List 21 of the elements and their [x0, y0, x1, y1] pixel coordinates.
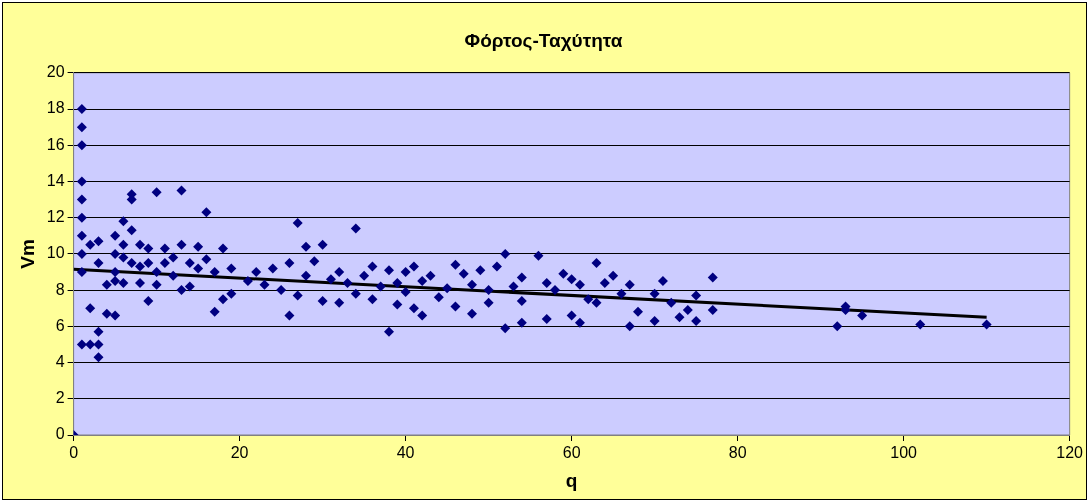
y-tick-label: 12	[46, 208, 65, 226]
x-tick-label: 0	[69, 444, 79, 462]
x-tick-label: 80	[728, 444, 747, 462]
x-tick-label: 40	[396, 444, 415, 462]
y-tick-label: 0	[55, 425, 65, 443]
y-tick-label: 10	[46, 244, 65, 262]
y-tick-label: 16	[46, 135, 65, 153]
y-tick-label: 2	[55, 389, 65, 407]
x-tick-label: 120	[1056, 444, 1084, 462]
y-tick-label: 6	[55, 316, 65, 334]
y-tick-label: 20	[46, 63, 65, 81]
y-tick-label: 8	[55, 280, 65, 298]
y-tick-label: 14	[46, 171, 65, 189]
y-tick-label: 18	[46, 99, 65, 117]
chart-title: Φόρτος-Ταχύτητα	[464, 29, 623, 51]
y-tick-label: 4	[55, 352, 65, 370]
x-tick-label: 100	[890, 444, 918, 462]
x-tick-label: 20	[230, 444, 249, 462]
y-axis-title: Vm	[16, 239, 38, 269]
x-tick-label: 60	[562, 444, 581, 462]
x-axis-title: q	[565, 469, 578, 491]
